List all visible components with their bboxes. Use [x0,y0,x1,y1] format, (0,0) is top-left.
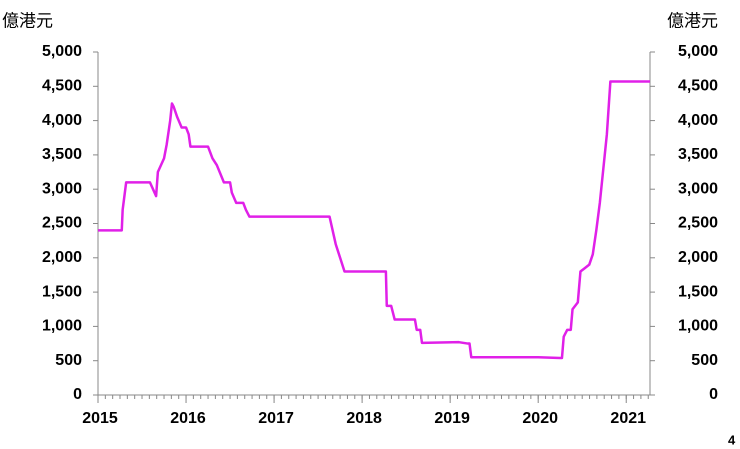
y2-tick-label: 1,000 [678,318,718,335]
y2-tick-label: 0 [709,386,718,403]
y2-tick-label: 2,000 [678,249,718,266]
y-axis-unit: 億港元 [2,11,53,30]
y-tick-label: 2,500 [42,215,82,232]
x-tick-label: 2021 [610,410,646,427]
y-tick-label: 3,000 [42,180,82,197]
y2-axis-unit: 億港元 [667,11,718,30]
y-tick-label: 500 [55,352,82,369]
y-tick-label: 3,500 [42,146,82,163]
y2-tick-label: 4,500 [678,78,718,95]
y-tick-label: 1,500 [42,283,82,300]
x-tick-label: 2016 [170,410,206,427]
y-tick-label: 0 [73,386,82,403]
x-tick-label: 2020 [522,410,558,427]
x-tick-label: 2015 [82,410,118,427]
data-line [98,80,650,360]
y-tick-label: 1,000 [42,318,82,335]
y-tick-label: 5,000 [42,43,82,60]
y-tick-label: 2,000 [42,249,82,266]
y2-tick-label: 3,500 [678,146,718,163]
x-tick-label: 2018 [346,410,382,427]
y2-tick-label: 3,000 [678,180,718,197]
y2-tick-label: 2,500 [678,215,718,232]
y2-tick-label: 1,500 [678,283,718,300]
y2-tick-label: 500 [691,352,718,369]
y-tick-label: 4,000 [42,112,82,129]
y2-tick-label: 4,000 [678,112,718,129]
x-tick-label: 2017 [258,410,294,427]
y-tick-label: 4,500 [42,78,82,95]
page-number: 4 [728,432,736,447]
x-tick-label: 2019 [434,410,470,427]
y2-tick-label: 5,000 [678,43,718,60]
